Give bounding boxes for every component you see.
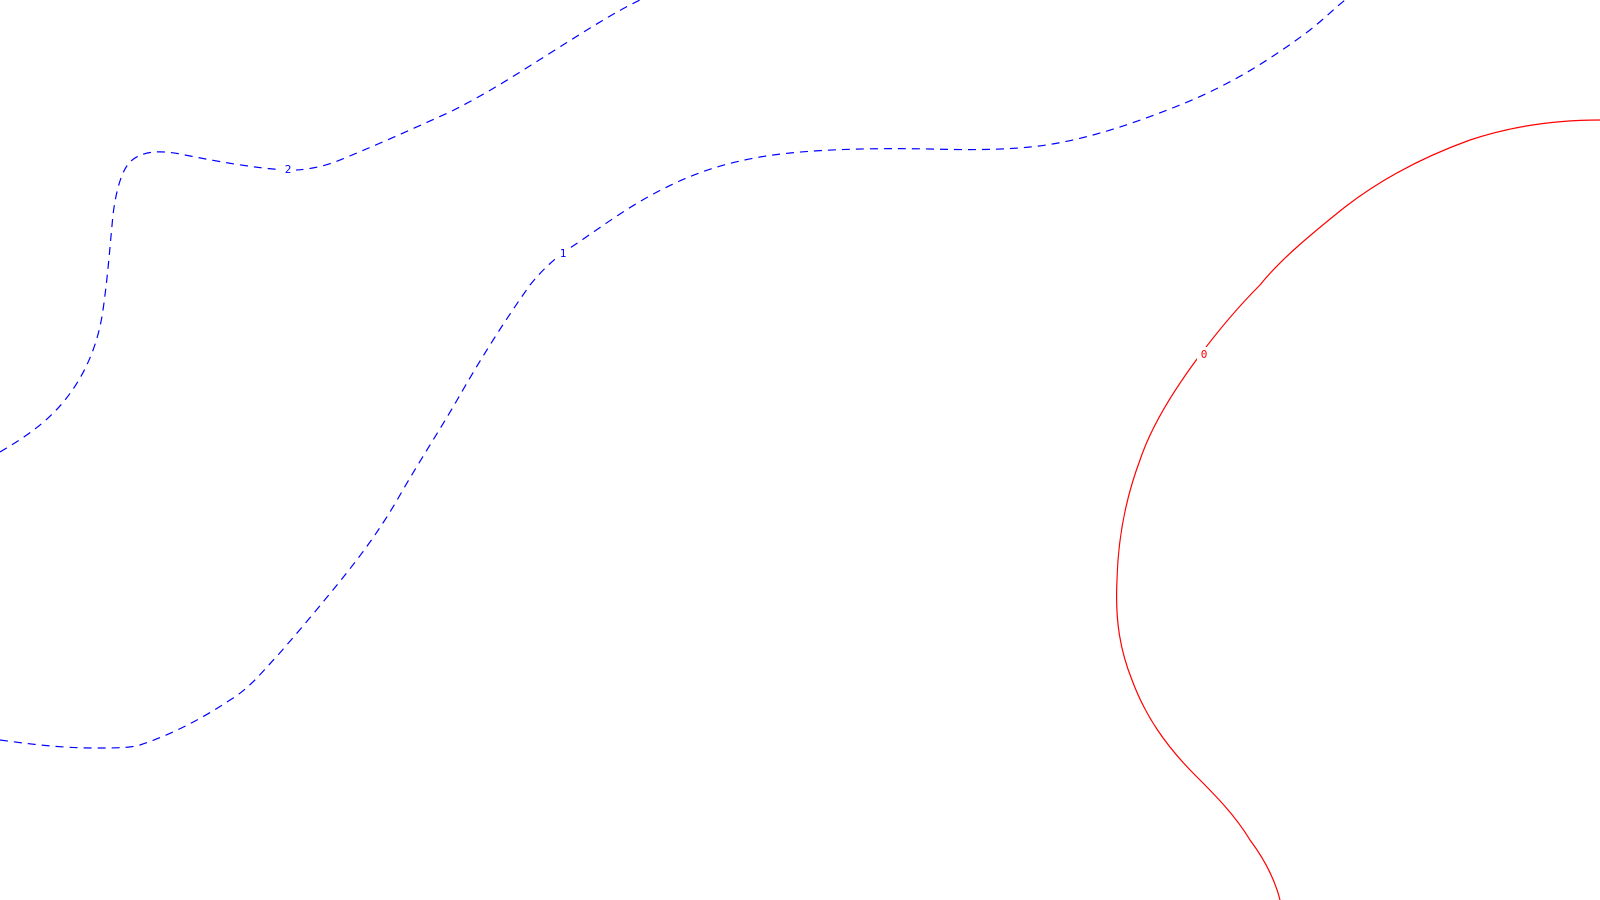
contour-label-0: 0	[1201, 348, 1208, 361]
contour-label-2: 2	[285, 163, 292, 176]
contour-label-1: 1	[560, 247, 567, 260]
contour-label-bg-1	[556, 246, 570, 260]
contour-line-1: 1	[0, 0, 1346, 749]
contour-label-bg-0	[1197, 347, 1211, 361]
contour-line-0: 0	[1116, 119, 1600, 900]
contour-line-2: 2	[0, 0, 641, 453]
contour-label-bg-2	[280, 162, 296, 176]
